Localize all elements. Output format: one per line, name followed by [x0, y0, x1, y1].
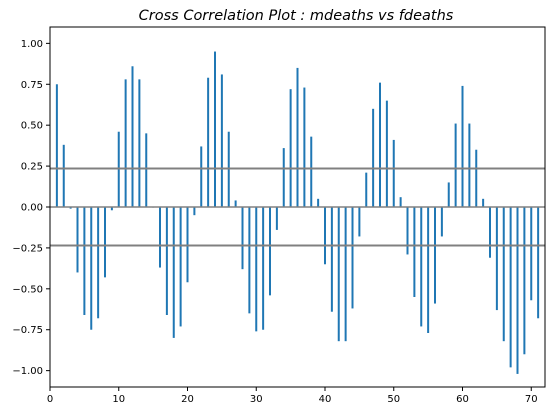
- xcorr-bar: [131, 66, 134, 208]
- xcorr-bar: [104, 207, 106, 278]
- xcorr-bar: [495, 207, 498, 311]
- xcorr-bar: [475, 149, 478, 207]
- x-tick-label: 10: [112, 394, 125, 405]
- xcorr-bar: [76, 207, 79, 273]
- y-tick-label: 0.50: [21, 121, 43, 132]
- xcorr-bar: [509, 207, 512, 368]
- xcorr-bar: [110, 207, 113, 211]
- x-tick-label: 50: [387, 394, 400, 405]
- xcorr-bar: [179, 207, 182, 327]
- xcorr-bar: [289, 89, 292, 207]
- y-tick-label: 1.00: [21, 39, 43, 50]
- xcorr-bar: [200, 146, 203, 207]
- xcorr-bar: [324, 207, 326, 265]
- xcorr-bar: [434, 207, 436, 304]
- xcorr-bar: [537, 207, 540, 319]
- xcorr-bar: [90, 207, 93, 330]
- xcorr-bar: [392, 139, 395, 207]
- xcorr-bar: [275, 207, 278, 230]
- xcorr-bar: [344, 207, 347, 342]
- xcorr-bar: [502, 207, 505, 342]
- xcorr-bar: [330, 207, 333, 312]
- xcorr-bar: [269, 207, 271, 296]
- xcorr-bar: [83, 207, 86, 315]
- xcorr-bar: [62, 144, 65, 207]
- xcorr-bar: [303, 87, 306, 207]
- xcorr-bar: [138, 79, 141, 207]
- xcorr-bar: [337, 207, 340, 342]
- y-axis: −1.00 −0.75 −0.50 −0.25 0.00 0.25 0.50 0.75 1.00: [12, 39, 50, 377]
- xcorr-bar: [55, 84, 58, 207]
- x-tick-label: 40: [319, 394, 332, 405]
- y-tick-label: 0.00: [21, 203, 43, 214]
- y-tick-label: −0.50: [12, 284, 43, 295]
- xcorr-bar: [440, 207, 443, 237]
- xcorr-bar: [523, 207, 526, 355]
- x-tick-label: 30: [250, 394, 263, 405]
- xcorr-bar: [214, 51, 216, 207]
- x-axis: 0 10 20 30 40 50 60 70: [47, 387, 538, 405]
- xcorr-bar: [489, 207, 491, 258]
- xcorr-bar: [317, 198, 320, 207]
- y-tick-label: 0.25: [21, 162, 43, 173]
- y-tick-label: −0.25: [12, 243, 43, 254]
- x-tick-label: 20: [181, 394, 194, 405]
- xcorr-bar: [482, 198, 485, 207]
- xcorr-bar: [454, 123, 457, 207]
- xcorr-bar: [69, 207, 72, 209]
- y-tick-label: −0.75: [12, 325, 43, 336]
- xcorr-bar: [516, 207, 519, 374]
- x-tick-label: 60: [456, 394, 469, 405]
- xcorr-bar: [530, 207, 533, 301]
- xcorr-bar: [234, 200, 237, 207]
- xcorr-bar: [124, 79, 127, 207]
- xcorr-bar: [159, 207, 161, 268]
- xcorr-bar: [413, 207, 416, 297]
- xcorr-bar: [461, 85, 464, 207]
- xcorr-bar: [468, 123, 471, 207]
- x-tick-label: 0: [47, 394, 53, 405]
- y-tick-label: 0.75: [21, 80, 43, 91]
- xcorr-bar: [145, 133, 148, 207]
- xcorr-bar: [420, 207, 423, 327]
- xcorr-bar: [248, 207, 251, 314]
- chart-title: Cross Correlation Plot : mdeaths vs fdea…: [139, 8, 454, 24]
- xcorr-bar: [172, 207, 175, 338]
- xcorr-bar: [385, 100, 388, 207]
- xcorr-bar: [220, 74, 223, 207]
- xcorr-bar: [97, 207, 100, 319]
- xcorr-bar: [207, 77, 210, 207]
- xcorr-bar: [193, 207, 196, 216]
- xcorr-bar: [447, 182, 450, 207]
- xcorr-bar: [310, 136, 313, 207]
- xcorr-bar: [165, 207, 168, 315]
- xcorr-bar: [379, 82, 381, 207]
- xcorr-bar: [241, 207, 244, 270]
- xcorr-bar: [399, 197, 402, 207]
- xcorr-bar: [255, 207, 258, 332]
- plot-frame: [49, 26, 546, 388]
- xcorr-bar: [358, 207, 361, 237]
- xcorr-bar: [282, 148, 285, 207]
- confidence-band-group: [50, 167, 545, 247]
- bars-group: [55, 51, 540, 374]
- xcorr-bar: [262, 207, 265, 330]
- xcorr-bar: [296, 67, 299, 207]
- xcorr-bar: [372, 108, 375, 207]
- y-tick-label: −1.00: [12, 366, 43, 377]
- xcorr-bar: [427, 207, 430, 333]
- xcorr-bar: [351, 207, 354, 309]
- xcorr-bar: [365, 172, 368, 207]
- x-tick-label: 70: [525, 394, 538, 405]
- xcorr-bar: [406, 207, 409, 255]
